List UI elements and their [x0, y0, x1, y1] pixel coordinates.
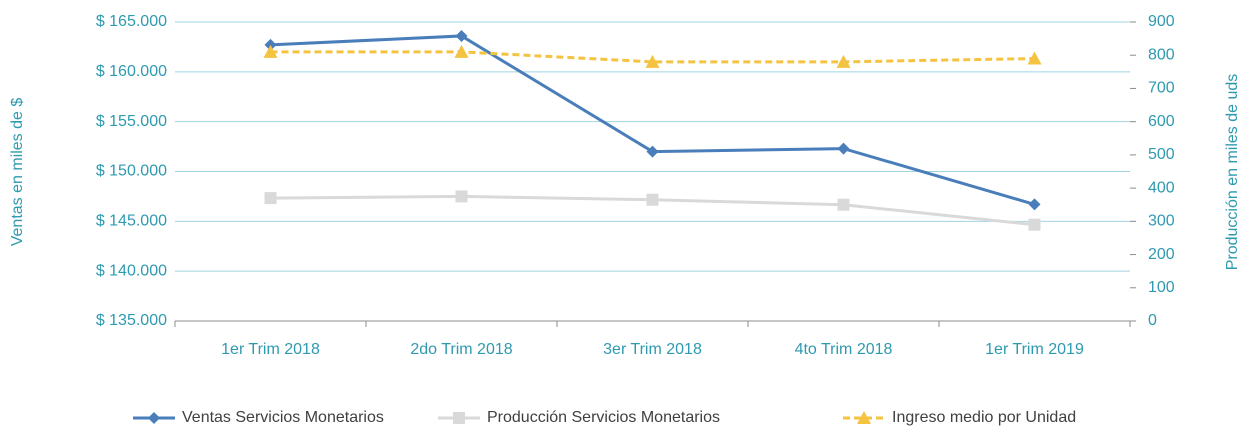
y2-tick-label: 0: [1148, 312, 1157, 329]
marker: [837, 198, 850, 211]
x-tick-label: 4to Trim 2018: [795, 341, 893, 358]
y-tick-label: $ 145.000: [96, 213, 167, 230]
marker: [455, 190, 468, 203]
marker: [263, 44, 278, 58]
marker: [1028, 198, 1041, 211]
legend-marker: [453, 412, 465, 424]
y-axis-label: Ventas en miles de $: [9, 98, 26, 247]
legend-marker: [857, 411, 871, 424]
legend-label: Producción Servicios Monetarios: [487, 409, 720, 426]
legend-label: Ventas Servicios Monetarios: [182, 409, 384, 426]
marker: [1027, 51, 1042, 65]
x-tick-label: 3er Trim 2018: [603, 341, 702, 358]
marker: [1028, 218, 1041, 231]
y2-tick-label: 600: [1148, 113, 1175, 130]
y-tick-label: $ 155.000: [96, 113, 167, 130]
series-line: [270, 50, 1035, 64]
legend-marker: [148, 412, 160, 424]
y-tick-label: $ 165.000: [96, 13, 167, 30]
marker: [264, 192, 277, 205]
marker: [836, 54, 851, 68]
y-tick-label: $ 140.000: [96, 262, 167, 279]
marker: [454, 44, 469, 58]
marker: [837, 142, 850, 155]
marker: [455, 29, 468, 42]
marker: [645, 54, 660, 68]
marker: [646, 193, 659, 206]
x-tick-label: 2do Trim 2018: [410, 341, 512, 358]
y2-tick-label: 200: [1148, 246, 1175, 263]
y2-tick-label: 700: [1148, 80, 1175, 97]
y-tick-label: $ 160.000: [96, 63, 167, 80]
y2-tick-label: 900: [1148, 13, 1175, 30]
y-tick-label: $ 135.000: [96, 312, 167, 329]
y2-tick-label: 300: [1148, 213, 1175, 230]
x-tick-label: 1er Trim 2018: [221, 341, 320, 358]
legend-label: Ingreso medio por Unidad: [892, 409, 1076, 426]
x-tick-label: 1er Trim 2019: [985, 341, 1084, 358]
y2-axis-label: Producción en miles de uds: [1224, 74, 1241, 271]
y2-tick-label: 400: [1148, 179, 1175, 196]
y2-tick-label: 100: [1148, 279, 1175, 296]
y2-tick-label: 800: [1148, 46, 1175, 63]
marker: [646, 145, 659, 158]
y-tick-label: $ 150.000: [96, 163, 167, 180]
y2-tick-label: 500: [1148, 146, 1175, 163]
